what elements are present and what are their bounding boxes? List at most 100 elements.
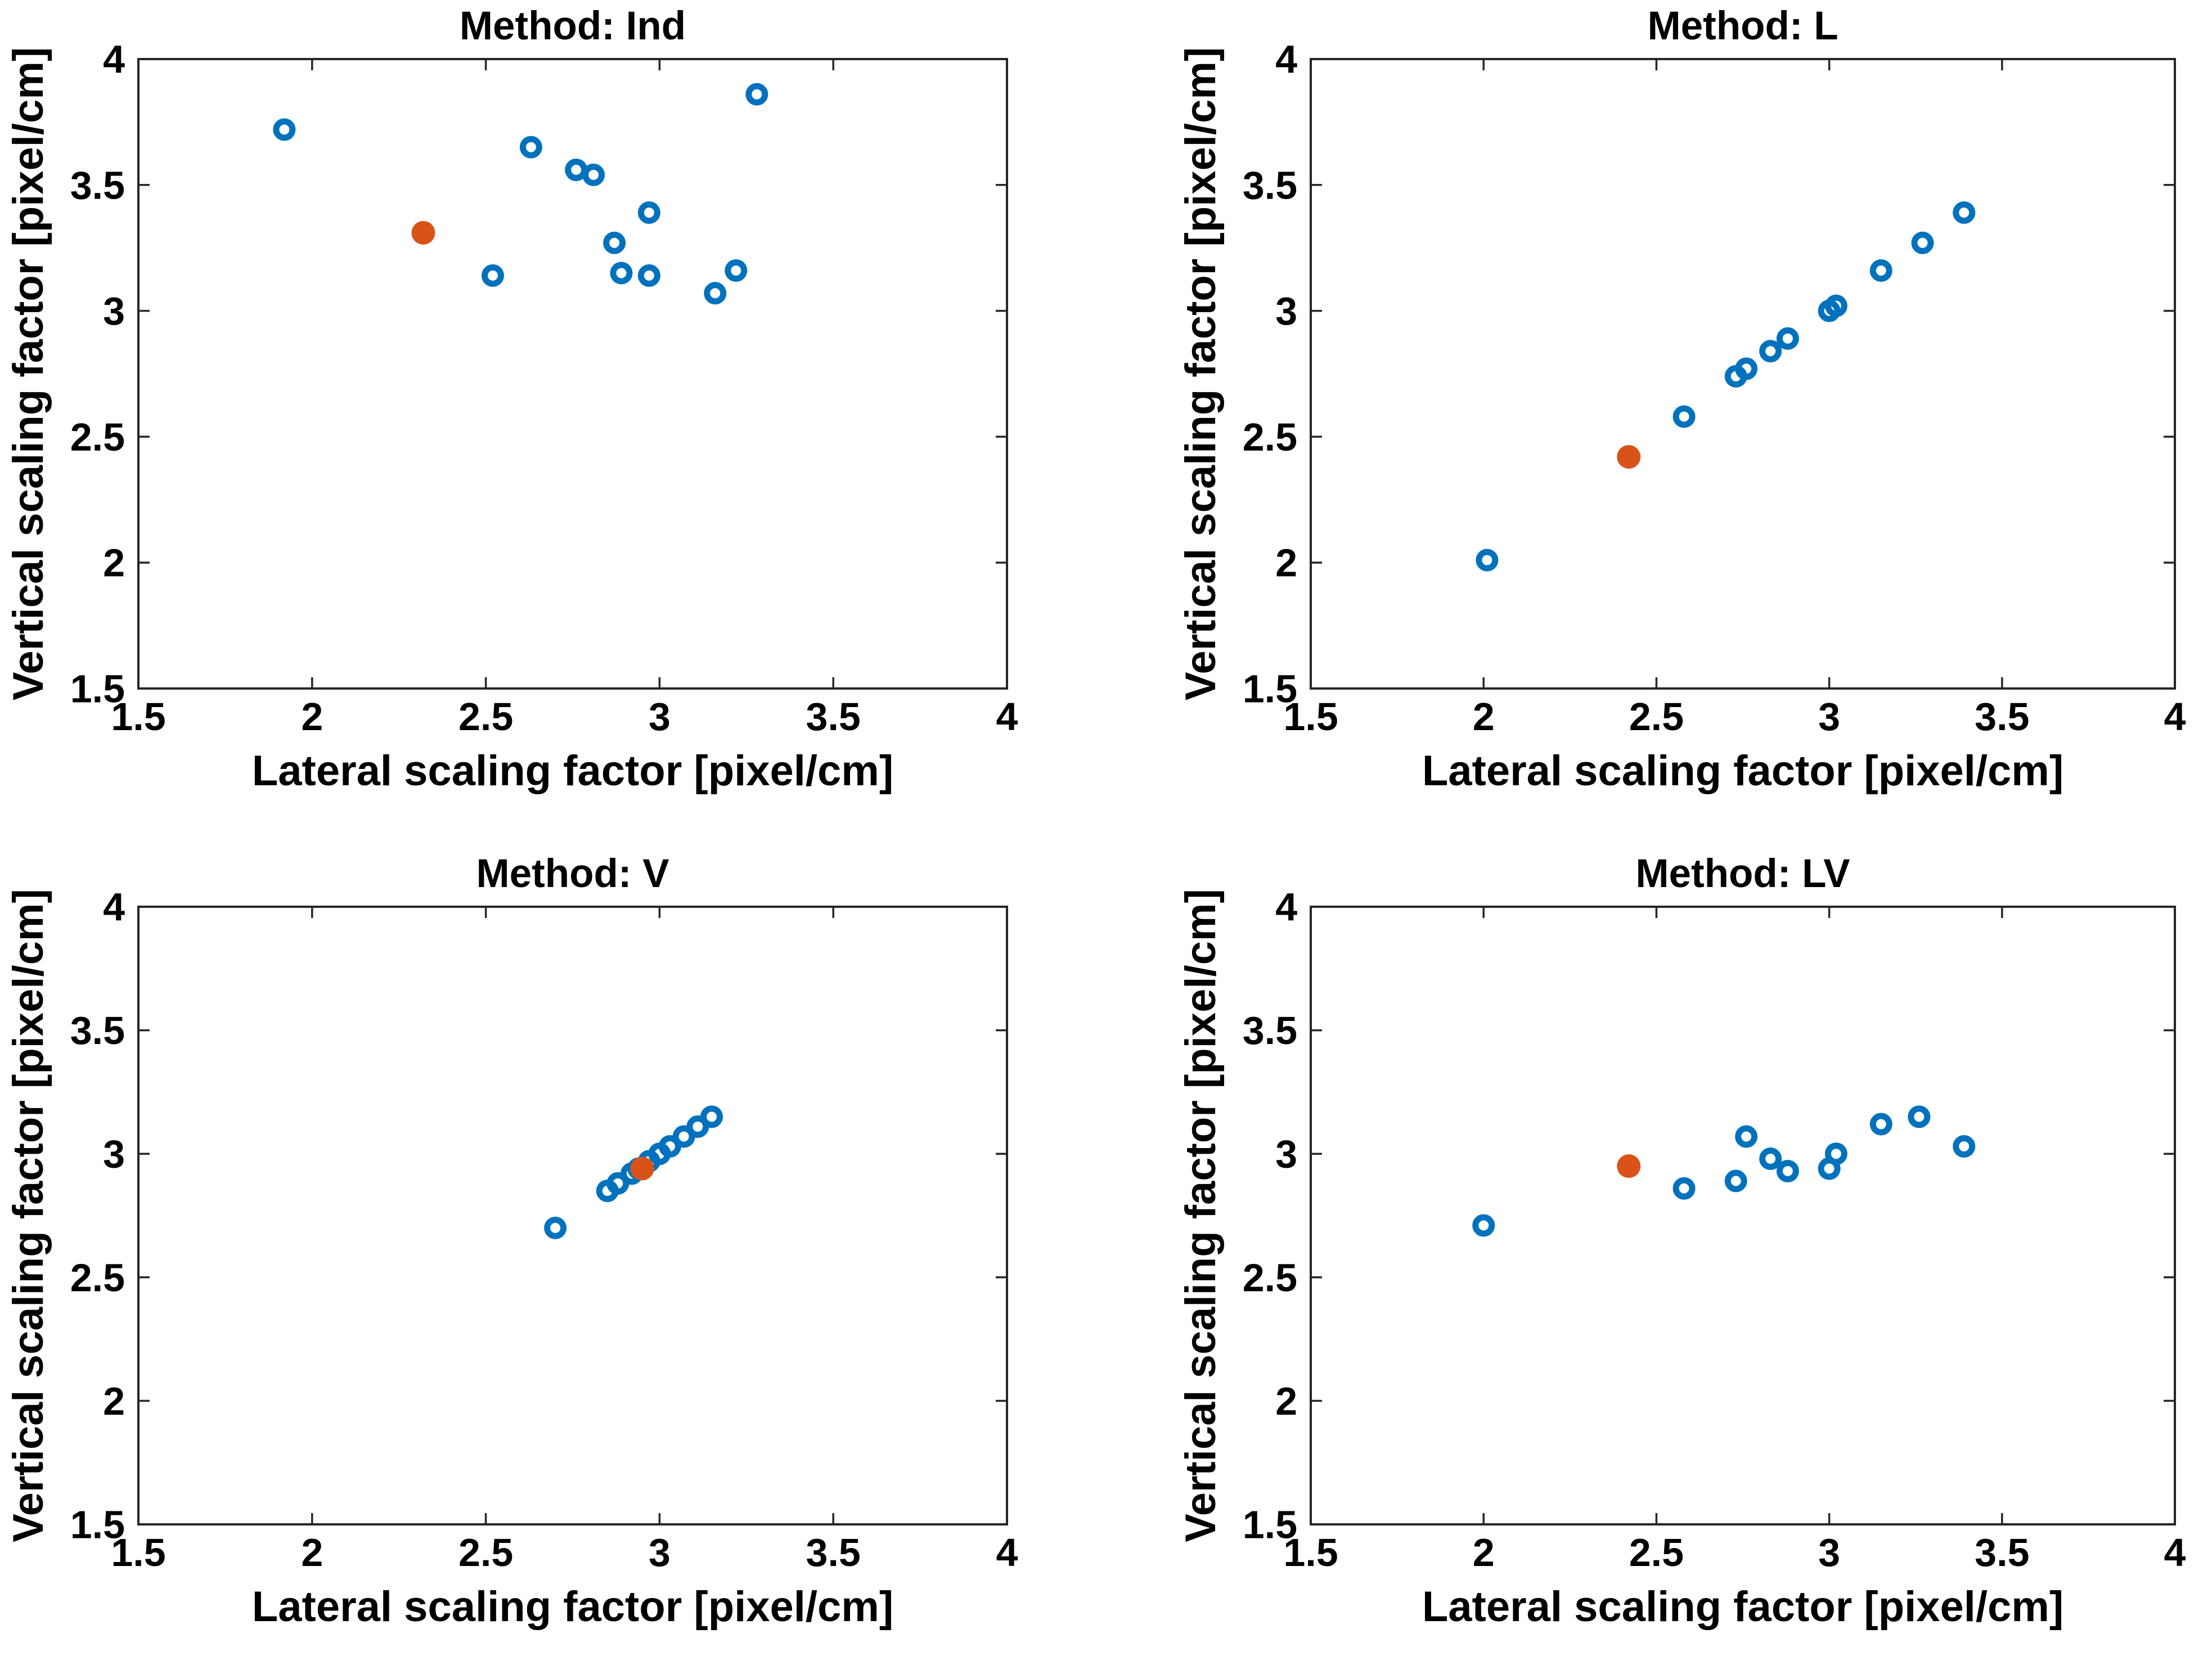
data-point-open-circle [1759, 340, 1782, 363]
x-axis-label: Lateral scaling factor [pixel/cm] [1422, 747, 2063, 795]
data-point-open-circle [1953, 201, 1976, 224]
data-point-open-circle [686, 1115, 709, 1138]
x-tick-label: 2.5 [458, 695, 513, 739]
series-filled-circle-point [411, 220, 435, 245]
y-tick-label: 3 [1275, 289, 1297, 333]
data-point-open-circle [700, 1105, 723, 1128]
data-point-open-circle [1735, 357, 1758, 380]
data-point-open-circle [1673, 405, 1696, 428]
subplot-title: Method: V [476, 852, 669, 896]
data-point-open-circle [603, 231, 626, 254]
data-point-open-circle [1776, 1159, 1799, 1182]
y-tick-label: 3.5 [70, 163, 125, 207]
data-point-open-circle [637, 201, 660, 224]
y-tick-label: 4 [103, 38, 125, 82]
x-axis-label: Lateral scaling factor [pixel/cm] [252, 747, 893, 795]
subplot-method-v: 1.5 2 2.5 3 3.5 4 1.5 2 2.5 3 3.5 4 Method: V Lateral… [5, 852, 1018, 1631]
data-point-open-circle [725, 259, 748, 282]
x-tick-label: 1.5 [1283, 695, 1338, 739]
subplot-method-l: 1.5 2 2.5 3 3.5 4 1.5 2 2.5 3 3.5 4 Method: L Lateral… [1177, 4, 2186, 795]
x-tick-label: 3 [1818, 1531, 1840, 1574]
y-tick-label: 2.5 [1243, 415, 1297, 459]
data-point-open-circle [1759, 1147, 1782, 1170]
data-point-open-circle [582, 163, 605, 186]
series-filled-circle-point [1617, 445, 1641, 469]
y-tick-label: 3 [103, 289, 125, 333]
y-axis-label: Vertical scaling factor [pixel/cm] [5, 47, 52, 701]
data-point-open-circle [1908, 1105, 1931, 1128]
y-tick-label: 2 [1275, 1379, 1297, 1423]
x-tick-label: 3 [1818, 695, 1840, 739]
subplot-title: Method: Ind [460, 4, 686, 48]
data-point-open-circle [1735, 1125, 1758, 1148]
data-point-filled-circle [1617, 1154, 1641, 1178]
x-tick-label: 2.5 [1629, 695, 1684, 739]
data-point-open-circle [610, 262, 633, 285]
axes-box [1310, 906, 2176, 1526]
data-point-open-circle [637, 264, 660, 287]
data-point-open-circle [273, 118, 296, 141]
data-point-open-circle [1472, 1214, 1495, 1237]
data-point-open-circle [1824, 1142, 1847, 1166]
y-tick-label: 3 [103, 1132, 125, 1176]
data-point-open-circle [565, 158, 588, 181]
x-tick-label: 2 [1473, 695, 1495, 739]
x-tick-label: 4 [996, 1531, 1018, 1574]
y-tick-label: 2 [103, 541, 125, 585]
data-point-open-circle [481, 264, 504, 287]
x-tick-label: 1.5 [111, 695, 165, 739]
data-point-open-circle [1824, 294, 1847, 317]
y-tick-label: 3 [1275, 1132, 1297, 1176]
y-tick-label: 2 [1275, 541, 1297, 585]
subplot-title: Method: LV [1635, 852, 1850, 896]
data-point-open-circle [745, 83, 768, 106]
y-tick-label: 1.5 [1243, 667, 1297, 711]
series-open-circle-points [273, 83, 768, 305]
x-tick-label: 1.5 [1283, 1531, 1338, 1574]
data-point-open-circle [1724, 1169, 1747, 1192]
x-tick-label: 1.5 [111, 1531, 165, 1574]
y-tick-label: 1.5 [1243, 1503, 1297, 1547]
y-tick-label: 3.5 [1243, 163, 1297, 207]
data-point-open-circle [544, 1216, 567, 1239]
x-tick-label: 2 [301, 1531, 323, 1574]
y-axis-label: Vertical scaling factor [pixel/cm] [5, 889, 52, 1542]
x-tick-label: 3.5 [806, 695, 861, 739]
data-point-open-circle [704, 282, 727, 305]
data-point-open-circle [672, 1125, 695, 1148]
y-tick-label: 3.5 [1243, 1009, 1297, 1052]
y-tick-label: 4 [1275, 885, 1297, 929]
subplot-title: Method: L [1647, 4, 1838, 48]
data-point-open-circle [519, 136, 542, 159]
data-point-open-circle [1911, 231, 1934, 254]
subplot-method-lv: 1.5 2 2.5 3 3.5 4 1.5 2 2.5 3 3.5 4 Method: LV Latera… [1177, 852, 2186, 1631]
axes-box [137, 58, 1008, 690]
x-tick-label: 4 [2164, 1531, 2186, 1574]
y-tick-label: 1.5 [70, 1503, 125, 1547]
data-point-open-circle [1953, 1135, 1976, 1158]
data-point-open-circle [606, 1172, 630, 1195]
data-point-open-circle [1476, 548, 1499, 572]
x-tick-label: 2.5 [458, 1531, 513, 1574]
y-tick-label: 1.5 [70, 667, 125, 711]
x-tick-label: 3.5 [806, 1531, 861, 1574]
x-tick-label: 3.5 [1975, 1531, 2029, 1574]
y-axis-label: Vertical scaling factor [pixel/cm] [1177, 47, 1225, 701]
data-point-open-circle [658, 1135, 681, 1158]
series-open-circle-points [1476, 201, 1976, 572]
data-point-open-circle [1869, 1113, 1892, 1136]
y-tick-label: 3.5 [70, 1009, 125, 1052]
subplot-method-ind: 1.5 2 2.5 3 3.5 4 1.5 2 2.5 3 3.5 4 Method: Ind Later… [5, 4, 1018, 795]
y-tick-label: 2 [103, 1379, 125, 1423]
axes-box [1310, 58, 2176, 690]
axes-box [137, 906, 1008, 1526]
series-filled-circle-point [1617, 1154, 1641, 1178]
x-tick-label: 3 [649, 695, 671, 739]
x-tick-label: 2 [301, 695, 323, 739]
data-point-filled-circle [630, 1156, 654, 1181]
data-point-filled-circle [1617, 445, 1641, 469]
y-axis-label: Vertical scaling factor [pixel/cm] [1177, 889, 1225, 1542]
data-point-open-circle [1869, 259, 1892, 282]
